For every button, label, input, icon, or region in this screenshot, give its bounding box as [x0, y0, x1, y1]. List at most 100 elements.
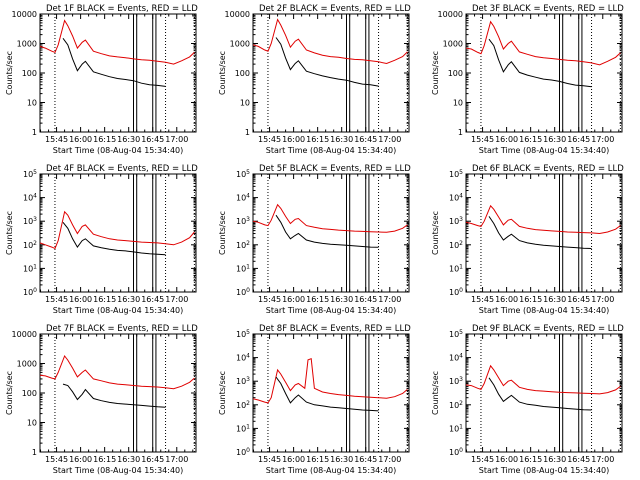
x-tick-label: 16:30 [117, 135, 140, 144]
panel-9: Det 9F BLACK = Events, RED = LLD Counts/s… [431, 324, 624, 475]
x-tick-label: 16:15 [93, 295, 116, 304]
series-line-events [62, 221, 166, 256]
panel-title: Det 8F BLACK = Events, RED = LLD [259, 324, 411, 334]
series-line-events [62, 38, 166, 87]
y-tick-label: 103 [23, 216, 37, 226]
x-tick-label: 16:30 [543, 455, 566, 464]
y-tick-label: 1000 [443, 40, 463, 49]
x-tick-label: 16:00 [69, 455, 92, 464]
series-line-lld [39, 354, 195, 390]
y-tick-label: 100 [449, 287, 463, 297]
panel-8: Det 8F BLACK = Events, RED = LLD Counts/s… [218, 324, 411, 475]
y-tick-label: 10000 [438, 10, 463, 19]
y-tick-label: 101 [236, 263, 250, 273]
panel-title: Det 9F BLACK = Events, RED = LLD [472, 324, 624, 334]
x-axis-label: Start Time (08-Aug-04 15:34:40) [479, 146, 610, 155]
plot-frame [252, 13, 410, 133]
y-tick-label: 100 [449, 447, 463, 457]
x-tick-label: 17:00 [378, 295, 401, 304]
y-axis-label: Counts/sec [431, 211, 440, 255]
y-tick-label: 105 [449, 329, 463, 339]
y-tick-label: 10 [27, 99, 37, 108]
y-tick-label: 103 [449, 376, 463, 386]
x-axis-label: Start Time (08-Aug-04 15:34:40) [53, 306, 184, 315]
x-tick-label: 16:30 [117, 455, 140, 464]
x-axis-label: Start Time (08-Aug-04 15:34:40) [266, 306, 397, 315]
panel-title: Det 4F BLACK = Events, RED = LLD [46, 164, 198, 174]
x-axis-label: Start Time (08-Aug-04 15:34:40) [479, 466, 610, 475]
x-tick-label: 16:45 [141, 455, 164, 464]
series-line-lld [252, 203, 408, 233]
y-tick-label: 1 [32, 128, 37, 137]
x-tick-label: 15:45 [471, 295, 494, 304]
panel-title: Det 3F BLACK = Events, RED = LLD [472, 4, 624, 14]
y-tick-label: 10 [27, 419, 37, 428]
y-tick-label: 10000 [225, 10, 250, 19]
series-line-lld [39, 210, 195, 250]
y-axis-label: Counts/sec [431, 371, 440, 415]
y-tick-label: 103 [236, 216, 250, 226]
x-axis-label: Start Time (08-Aug-04 15:34:40) [479, 306, 610, 315]
y-tick-label: 105 [236, 169, 250, 179]
series-line-lld [39, 19, 195, 65]
series-line-lld [465, 204, 621, 235]
y-tick-label: 1000 [17, 360, 37, 369]
series-line-events [62, 383, 166, 408]
x-tick-label: 15:45 [258, 295, 281, 304]
y-tick-label: 10000 [12, 330, 37, 339]
x-tick-label: 16:30 [330, 455, 353, 464]
x-tick-label: 15:45 [45, 135, 68, 144]
x-tick-label: 15:45 [258, 135, 281, 144]
y-tick-label: 1 [245, 128, 250, 137]
x-tick-label: 16:00 [282, 455, 305, 464]
x-tick-label: 16:15 [519, 135, 542, 144]
x-tick-label: 16:30 [543, 295, 566, 304]
x-axis-label: Start Time (08-Aug-04 15:34:40) [266, 466, 397, 475]
x-tick-label: 15:45 [45, 455, 68, 464]
x-tick-label: 16:00 [495, 455, 518, 464]
x-tick-label: 15:45 [258, 455, 281, 464]
x-tick-label: 17:00 [165, 295, 188, 304]
x-tick-label: 17:00 [378, 135, 401, 144]
series-line-events [488, 377, 592, 411]
x-tick-label: 16:45 [567, 455, 590, 464]
panel-2: Det 2F BLACK = Events, RED = LLD Counts/s… [218, 4, 411, 155]
x-tick-label: 17:00 [591, 455, 614, 464]
y-tick-label: 100 [22, 69, 37, 78]
y-tick-label: 103 [236, 376, 250, 386]
x-tick-label: 15:45 [471, 135, 494, 144]
y-axis-label: Counts/sec [218, 51, 227, 95]
x-tick-label: 16:45 [354, 135, 377, 144]
y-tick-label: 104 [449, 353, 463, 363]
y-tick-label: 100 [236, 287, 250, 297]
series-line-lld [465, 20, 621, 66]
y-tick-label: 100 [236, 447, 250, 457]
series-line-lld [465, 364, 621, 395]
y-tick-label: 102 [449, 240, 463, 250]
series-line-events [275, 376, 379, 412]
panel-5: Det 5F BLACK = Events, RED = LLD Counts/s… [218, 164, 411, 315]
x-tick-label: 16:15 [306, 455, 329, 464]
y-tick-label: 104 [449, 193, 463, 203]
x-tick-label: 16:15 [93, 135, 116, 144]
y-axis-label: Counts/sec [5, 371, 14, 415]
y-tick-label: 102 [23, 240, 37, 250]
y-axis-label: Counts/sec [218, 211, 227, 255]
x-axis-label: Start Time (08-Aug-04 15:34:40) [53, 146, 184, 155]
x-tick-label: 16:15 [306, 295, 329, 304]
x-tick-label: 16:30 [330, 135, 353, 144]
x-tick-label: 17:00 [378, 455, 401, 464]
y-tick-label: 101 [449, 423, 463, 433]
panel-1: Det 1F BLACK = Events, RED = LLD Counts/s… [5, 4, 198, 155]
x-tick-label: 16:00 [69, 295, 92, 304]
series-line-events [275, 37, 379, 87]
x-tick-label: 17:00 [165, 135, 188, 144]
x-tick-label: 17:00 [591, 295, 614, 304]
x-tick-label: 15:45 [45, 295, 68, 304]
series-line-events [275, 214, 379, 248]
x-tick-label: 16:15 [93, 455, 116, 464]
x-tick-label: 16:00 [282, 135, 305, 144]
y-tick-label: 101 [449, 263, 463, 273]
series-line-lld [252, 358, 408, 404]
x-tick-label: 16:00 [495, 295, 518, 304]
